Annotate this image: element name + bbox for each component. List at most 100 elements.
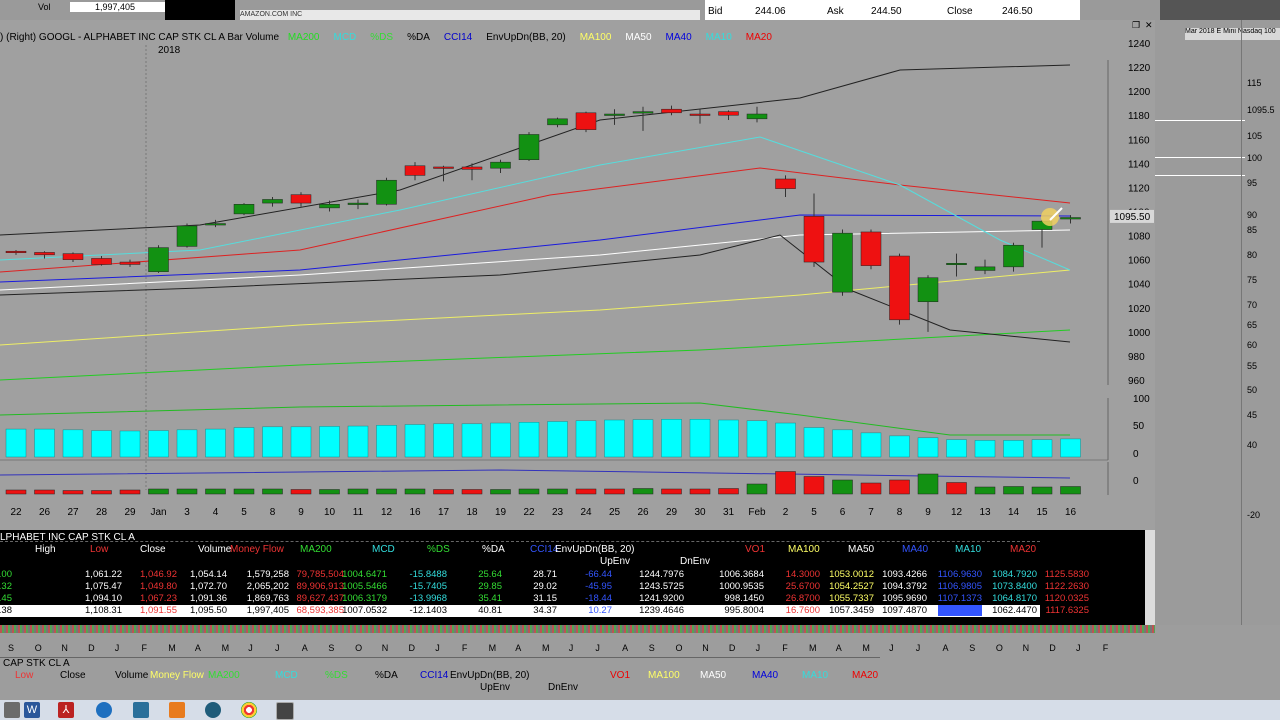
month-label: J: [114, 643, 120, 653]
table-cell: 16.7600: [785, 605, 820, 616]
table-row[interactable]: .38 1,108.31 1,091.55 1,095.50 1,997,405 68,5…: [0, 605, 1089, 617]
restore-icon[interactable]: ❐: [1132, 20, 1141, 30]
chrome-icon[interactable]: [241, 702, 257, 718]
table-header-cell[interactable]: %DS: [427, 544, 450, 555]
volume-tick-label: 0: [1133, 476, 1139, 487]
month-label: J: [248, 643, 253, 653]
table-scrollbar[interactable]: [1145, 530, 1155, 625]
indicator-legend-item[interactable]: %DA: [407, 32, 430, 43]
table-header-cell[interactable]: Close: [140, 544, 166, 555]
header-prefix: ): [0, 32, 4, 43]
month-label: J: [755, 643, 761, 653]
teamviewer-icon[interactable]: [96, 702, 112, 718]
table-header-cell[interactable]: Money Flow: [230, 544, 284, 555]
table-subheaders: UpEnv DnEnv: [0, 556, 1145, 568]
data-table[interactable]: LPHABET INC CAP STK CL A High Low Close Vol…: [0, 530, 1155, 625]
volume-bar: [604, 488, 625, 495]
table-cell: 1,075.47: [85, 581, 122, 592]
chart-canvas[interactable]: 1240 1220 1200 1180 1160 1140 1120 11 0 0 1080 1060…: [0, 20, 1155, 515]
bottom-header-cell[interactable]: MCD: [275, 670, 298, 681]
indicator-legend-item[interactable]: MA10: [705, 32, 732, 43]
bottom-header-cell[interactable]: Close: [60, 670, 86, 681]
oscillator-bar: [62, 429, 84, 458]
close-icon[interactable]: ✕: [1145, 20, 1153, 30]
candle-body: [262, 199, 283, 204]
table-header-cell[interactable]: VO1: [745, 544, 766, 555]
folder-icon[interactable]: [133, 702, 149, 718]
bottom-header-cell[interactable]: MA200: [208, 670, 240, 681]
bottom-header-cell[interactable]: %DA: [375, 670, 398, 681]
bottom-header-cell[interactable]: EnvUpDn(BB, 20): [450, 670, 530, 681]
bottom-header-cell[interactable]: MA100: [648, 670, 680, 681]
pdf-icon[interactable]: ⅄: [58, 702, 74, 718]
table-cell: 1117.6325: [1045, 605, 1090, 616]
indicator-legend-item[interactable]: MA40: [665, 32, 692, 43]
table-header-cell[interactable]: Low: [90, 544, 109, 555]
table-header-cell[interactable]: MA10: [955, 544, 982, 555]
table-header-cell[interactable]: High: [35, 544, 56, 555]
bottom-header-cell[interactable]: VO1: [610, 670, 631, 681]
candle-body: [917, 277, 939, 303]
close-label: Close: [947, 6, 973, 17]
x-axis-label: 13: [979, 507, 991, 515]
table-header-cell[interactable]: MA100: [788, 544, 820, 555]
bottom-header-cell[interactable]: MA10: [802, 670, 829, 681]
indicator-legend-item[interactable]: MA50: [625, 32, 652, 43]
bottom-header-cell[interactable]: %DS: [325, 670, 348, 681]
bottom-header-cell[interactable]: MA40: [752, 670, 779, 681]
bottom-header-cell[interactable]: MA20: [852, 670, 879, 681]
month-label: N: [702, 643, 709, 653]
table-row[interactable]: .00 1,061.22 1,046.92 1,054.14 1,579,258 79,7…: [0, 569, 1089, 581]
app-icon[interactable]: [4, 702, 20, 718]
price-tick-label: 1020: [1128, 304, 1151, 315]
table-row[interactable]: .45 1,094.10 1,067.23 1,091.36 1,869,763 89,6…: [0, 593, 1089, 605]
table-header-cell[interactable]: MCD: [372, 544, 395, 555]
bottom-header-cell[interactable]: Volume: [115, 670, 149, 681]
network-icon[interactable]: [205, 702, 221, 718]
orange-app-icon[interactable]: [169, 702, 185, 718]
table-cell: 1073.8400: [992, 581, 1037, 592]
table-cell: 1,579,258: [246, 569, 289, 580]
price-tick-label: 1240: [1128, 39, 1151, 50]
word-icon[interactable]: W: [24, 702, 40, 718]
price-tick-label: 1000: [1128, 328, 1151, 339]
table-header-cell[interactable]: Volume: [198, 544, 232, 555]
month-label: F: [141, 643, 148, 653]
price-marker-label: 1095.50: [1114, 212, 1151, 223]
indicator-legend-item[interactable]: MA20: [745, 32, 772, 43]
indicator-legend-item[interactable]: EnvUpDn(BB, 20): [486, 32, 566, 43]
table-header-cell[interactable]: MA20: [1010, 544, 1037, 555]
bottom-header-cell[interactable]: Low: [15, 670, 34, 681]
oscillator-bar: [803, 427, 825, 458]
right-tick-label: 90: [1247, 210, 1258, 220]
table-header-cell[interactable]: CCI14: [530, 544, 559, 555]
table-header-cell[interactable]: EnvUpDn(BB, 20): [555, 544, 635, 555]
taskbar[interactable]: W ⅄: [0, 700, 1280, 720]
indicator-legend-item[interactable]: CCI14: [443, 32, 473, 43]
candle-body: [433, 166, 454, 169]
bottom-header-cell[interactable]: CCI14: [420, 670, 449, 681]
table-header-cell[interactable]: %DA: [482, 544, 505, 555]
bottom-header-cell[interactable]: MA50: [700, 670, 727, 681]
indicator-legend-item[interactable]: MA200: [287, 32, 320, 43]
x-axis-label: 30: [694, 507, 706, 515]
table-cell: 1053.0012: [829, 569, 874, 580]
indicator-legend-item[interactable]: %DS: [370, 32, 394, 43]
mini-volume-strip: [0, 625, 1155, 633]
bottom-chart-strip[interactable]: S O N D J F M A M J J A S O N D J F M A M J J A S O N D J F M A M J J A S O N D…: [0, 625, 1280, 700]
bottom-header-cell[interactable]: Money Flow: [150, 670, 204, 681]
indicator-legend-item[interactable]: MCD: [333, 32, 357, 43]
table-row[interactable]: .32 1,075.47 1,049.80 1,072.70 2,065,202 89,9…: [0, 581, 1089, 593]
oscillator-bar: [547, 421, 568, 458]
x-axis-label: 22: [10, 507, 22, 515]
table-header-cell[interactable]: MA40: [902, 544, 929, 555]
screen-icon[interactable]: [276, 702, 294, 720]
table-title: LPHABET INC CAP STK CL A: [0, 532, 135, 543]
main-chart[interactable]: 1240 1220 1200 1180 1160 1140 1120 11 0 0 1080 1060…: [0, 20, 1155, 515]
oscillator-bar: [832, 429, 853, 458]
table-header-cell[interactable]: MA200: [300, 544, 332, 555]
right-panel[interactable]: Mar 2018 E Mini Nasdaq 100 115 1095.5 105 1…: [1155, 20, 1280, 700]
amazon-field[interactable]: AMAZON.COM INC: [240, 10, 700, 20]
indicator-legend-item[interactable]: MA100: [579, 32, 612, 43]
table-header-cell[interactable]: MA50: [848, 544, 875, 555]
